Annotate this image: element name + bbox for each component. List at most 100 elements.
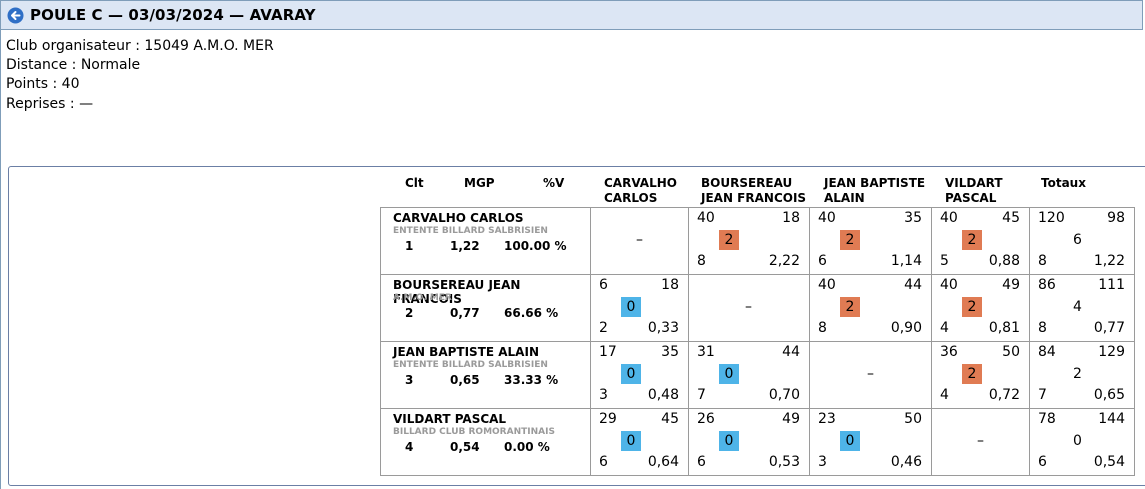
player-name: VILDART PASCAL	[393, 412, 507, 426]
reprises: 4	[940, 387, 949, 403]
points-scored: 29	[599, 411, 617, 427]
rank: 4	[405, 440, 414, 454]
back-arrow-icon[interactable]	[7, 7, 24, 24]
points-scored: 23	[818, 411, 836, 427]
reprises: 4	[940, 320, 949, 336]
average: 0,64	[647, 454, 679, 470]
mgp-value: 0,77	[450, 306, 480, 320]
match-cell: 40 44 2 8 0,90	[809, 274, 932, 342]
opponent-points: 18	[782, 210, 800, 226]
match-cell: 17 35 0 3 0,48	[590, 341, 689, 409]
player-club: ENTENTE BILLARD SALBRISIEN	[393, 360, 548, 370]
player-cell: CARVALHO CARLOS ENTENTE BILLARD SALBRISIE…	[380, 207, 591, 275]
opponent-points: 44	[904, 277, 922, 293]
match-points-badge: 2	[840, 230, 860, 250]
total-points: 84	[1038, 344, 1056, 360]
match-points-badge: 2	[962, 364, 982, 384]
match-points-badge: 2	[719, 230, 739, 250]
player-club: BILLARD CLUB ROMORANTINAIS	[393, 427, 555, 437]
content-frame	[0, 30, 1145, 489]
reprises: 8	[697, 253, 706, 269]
match-cell: 31 44 0 7 0,70	[688, 341, 810, 409]
total-average: 0,54	[1093, 454, 1125, 470]
match-points-badge: 0	[621, 364, 641, 384]
col-header-player-4: VILDART PASCAL	[945, 176, 1003, 205]
win-percentage: 66.66 %	[504, 306, 559, 320]
average: 0,88	[988, 253, 1020, 269]
points-scored: 40	[940, 210, 958, 226]
match-cell: 40 45 2 5 0,88	[931, 207, 1030, 275]
match-points-badge: 0	[719, 364, 739, 384]
total-reprises: 6	[1038, 454, 1047, 470]
total-match-points: 4	[1073, 299, 1082, 315]
reprises: 6	[697, 454, 706, 470]
points-scored: 40	[940, 277, 958, 293]
opponent-points: 45	[661, 411, 679, 427]
total-points: 120	[1038, 210, 1065, 226]
self-match-dash: –	[977, 433, 984, 449]
match-points-badge: 2	[840, 297, 860, 317]
total-match-points: 0	[1073, 433, 1082, 449]
opponent-points: 45	[1002, 210, 1020, 226]
rank: 1	[405, 239, 414, 253]
points-scored: 6	[599, 277, 608, 293]
average: 0,90	[890, 320, 922, 336]
reprises: 7	[697, 387, 706, 403]
mgp-value: 0,54	[450, 440, 480, 454]
col-header-clt: Clt	[405, 176, 424, 190]
match-cell: 23 50 0 3 0,46	[809, 408, 932, 476]
win-percentage: 100.00 %	[504, 239, 567, 253]
tournament-info: Club organisateur : 15049 A.M.O. MER Dis…	[6, 37, 274, 114]
total-opponent-points: 111	[1098, 277, 1125, 293]
average: 0,70	[768, 387, 800, 403]
match-points-badge: 0	[621, 297, 641, 317]
reprises: 5	[940, 253, 949, 269]
table-row: BOURSEREAU JEAN FRANCOIS A.M.O. MER 2 0,77 6…	[380, 274, 1135, 342]
results-grid: CARVALHO CARLOS ENTENTE BILLARD SALBRISIE…	[380, 207, 1135, 476]
opponent-points: 35	[661, 344, 679, 360]
totals-cell: 120 98 6 8 1,22	[1029, 207, 1135, 275]
reprises: 6	[818, 253, 827, 269]
player-cell: VILDART PASCAL BILLARD CLUB ROMORANTINAIS…	[380, 408, 591, 476]
reprises: 8	[818, 320, 827, 336]
table-row: VILDART PASCAL BILLARD CLUB ROMORANTINAIS…	[380, 408, 1135, 476]
match-cell: 40 49 2 4 0,81	[931, 274, 1030, 342]
totals-cell: 84 129 2 7 0,65	[1029, 341, 1135, 409]
totals-cell: 86 111 4 8 0,77	[1029, 274, 1135, 342]
player-name: CARVALHO CARLOS	[393, 211, 524, 225]
match-cell: 40 35 2 6 1,14	[809, 207, 932, 275]
average: 0,53	[768, 454, 800, 470]
match-cell: 40 18 2 8 2,22	[688, 207, 810, 275]
average: 0,81	[988, 320, 1020, 336]
player-cell: JEAN BAPTISTE ALAIN ENTENTE BILLARD SALBR…	[380, 341, 591, 409]
totals-cell: 78 144 0 6 0,54	[1029, 408, 1135, 476]
col-header-mgp: MGP	[464, 176, 495, 190]
empty-match-cell: –	[688, 274, 810, 342]
opponent-points: 18	[661, 277, 679, 293]
col-header-pctv: %V	[543, 176, 565, 190]
total-reprises: 8	[1038, 253, 1047, 269]
reprises: 2	[599, 320, 608, 336]
points-scored: 40	[818, 210, 836, 226]
win-percentage: 33.33 %	[504, 373, 559, 387]
opponent-points: 49	[1002, 277, 1020, 293]
match-points-badge: 0	[621, 431, 641, 451]
average: 2,22	[768, 253, 800, 269]
total-points: 78	[1038, 411, 1056, 427]
player-club: ENTENTE BILLARD SALBRISIEN	[393, 226, 548, 236]
points-scored: 31	[697, 344, 715, 360]
empty-match-cell: –	[590, 207, 689, 275]
average: 0,46	[890, 454, 922, 470]
average: 1,14	[890, 253, 922, 269]
self-match-dash: –	[745, 299, 752, 315]
points-scored: 40	[697, 210, 715, 226]
total-match-points: 6	[1073, 232, 1082, 248]
total-opponent-points: 98	[1107, 210, 1125, 226]
average: 0,72	[988, 387, 1020, 403]
match-points-badge: 0	[719, 431, 739, 451]
reprises: Reprises : —	[6, 95, 94, 112]
organizer-club: Club organisateur : 15049 A.M.O. MER	[6, 38, 274, 54]
col-header-player-2: BOURSEREAU JEAN FRANCOIS	[701, 176, 807, 205]
empty-match-cell: –	[809, 341, 932, 409]
match-points-badge: 2	[962, 297, 982, 317]
